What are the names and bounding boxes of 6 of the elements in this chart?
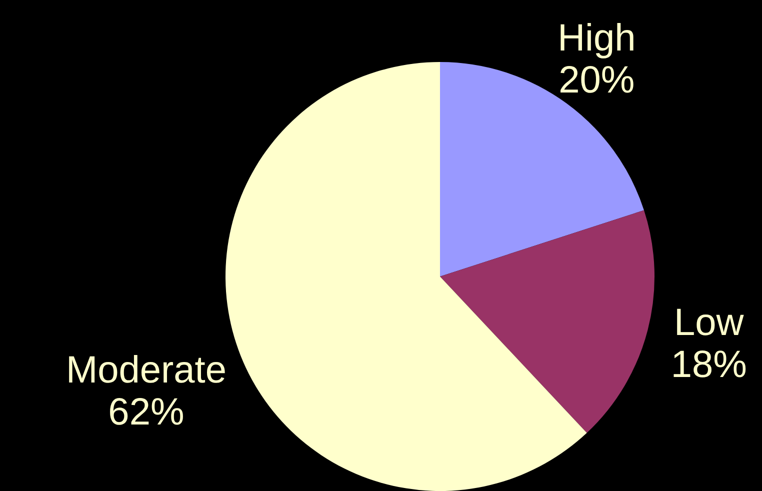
data-label: 62%: [108, 391, 184, 434]
slice-label: High: [558, 17, 636, 60]
data-label: 18%: [670, 344, 747, 386]
slice-label: Low: [674, 302, 744, 344]
data-label: 20%: [558, 59, 635, 102]
slice-label: Moderate: [66, 349, 226, 392]
